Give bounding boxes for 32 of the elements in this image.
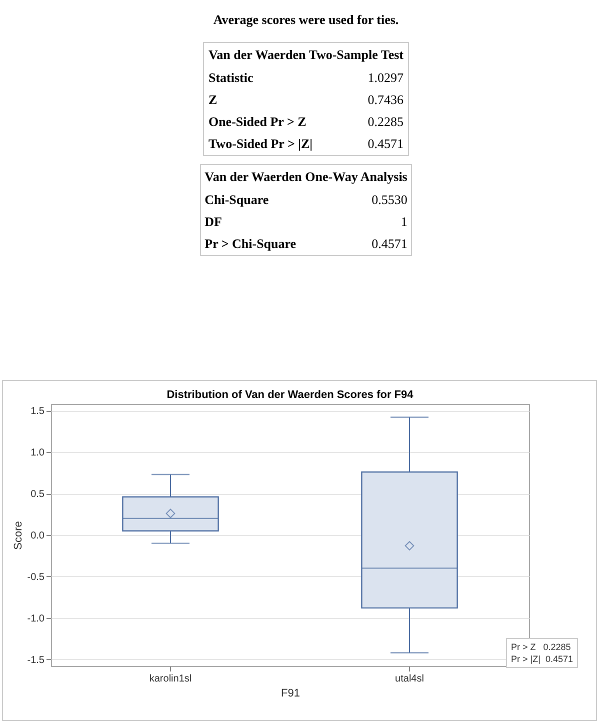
- text: 0.4571: [372, 236, 408, 251]
- text: 0.2285: [368, 114, 404, 129]
- y-tick-label: 1.5: [30, 406, 45, 418]
- y-tick-label: 0.0: [30, 530, 45, 542]
- y-tick-label: -1.0: [27, 613, 45, 624]
- x-tick-label: utal4sl: [395, 674, 424, 684]
- y-tick-label: 0.5: [30, 489, 45, 500]
- category-label: DF: [204, 213, 223, 231]
- text: 1.0297: [368, 70, 404, 85]
- text: 0.7436: [368, 92, 404, 107]
- x-axis-title: F91: [281, 688, 300, 700]
- y-axis-title: Score: [12, 521, 24, 550]
- text: 1: [400, 214, 408, 229]
- chart-title: Distribution of Van der Waerden Scores for F94: [166, 389, 414, 401]
- x-tick-label: karolin1sl: [149, 674, 192, 684]
- y-tick-label: 1.0: [30, 448, 45, 459]
- y-tick-label: -0.5: [27, 572, 45, 583]
- text: 0.5530: [372, 192, 408, 207]
- text: 0.4571: [368, 136, 404, 151]
- statistics-inset: Pr > Z 0.2285 Pr > |Z| 0.4571: [506, 638, 578, 668]
- category-label: Two-Sided Pr > |Z|: [207, 135, 314, 153]
- annotation: Pr > Z 0.2285: [511, 641, 572, 653]
- category-label: Chi-Square: [204, 191, 270, 209]
- text: Average scores were used for ties.: [212, 11, 400, 29]
- text: Van der Waerden Two-Sample Test: [207, 46, 405, 64]
- annotation: Pr > |Z| 0.4571: [511, 653, 573, 665]
- category-label: Z: [207, 91, 218, 109]
- text: Van der Waerden One-Way Analysis: [204, 168, 408, 186]
- category-label: Pr > Chi-Square: [204, 235, 298, 253]
- y-tick-label: -1.5: [27, 654, 45, 666]
- category-label: One-Sided Pr > Z: [207, 113, 308, 131]
- category-label: Statistic: [207, 69, 254, 87]
